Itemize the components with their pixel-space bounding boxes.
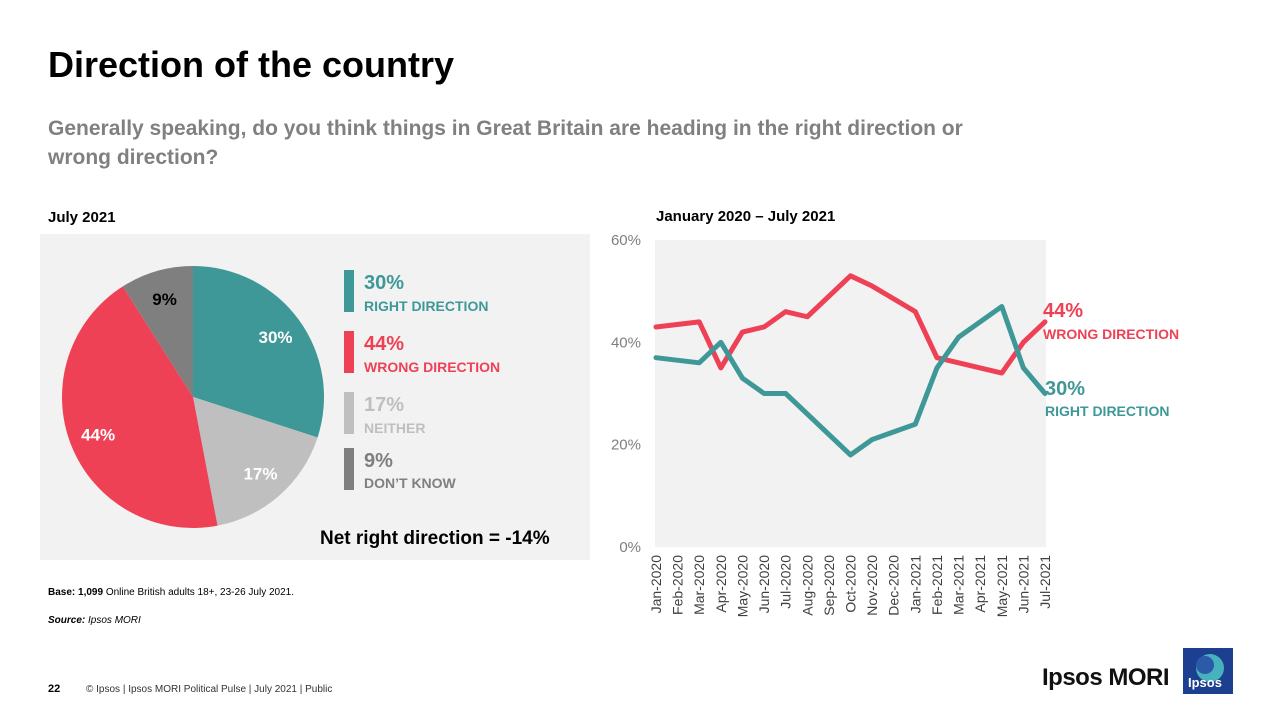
x-tick-label: May-2021: [994, 555, 1010, 617]
x-tick-label: Sep-2020: [821, 555, 837, 616]
line-end-name-wrong: WRONG DIRECTION: [1043, 326, 1180, 342]
legend-name-dont-know: DON’T KNOW: [364, 475, 456, 491]
pie-label-right: 30%: [259, 328, 293, 347]
x-tick-label: Mar-2020: [691, 555, 707, 615]
pie-label-wrong: 44%: [81, 426, 115, 445]
series-line-right-direction: [653, 304, 1048, 458]
pie-label-neither: 17%: [243, 465, 277, 484]
legend-pct-dont-know: 9%: [364, 450, 393, 472]
source-note-bold: Source:: [48, 615, 86, 626]
page-number: 22: [48, 683, 61, 695]
legend-swatch-dont-know: [344, 448, 354, 490]
x-tick-label: Aug-2020: [799, 555, 815, 616]
y-tick-label: 40%: [611, 334, 641, 351]
source-note: Source: Ipsos MORI: [48, 615, 141, 626]
line-plot-area: [655, 240, 1046, 547]
line-section-label: January 2020 – July 2021: [656, 208, 836, 225]
x-tick-label: Feb-2020: [670, 555, 686, 615]
y-tick-label: 0%: [619, 539, 641, 556]
x-tick-label: Apr-2021: [972, 555, 988, 613]
pie-section-label: July 2021: [48, 209, 116, 226]
pie-label-dont-know: 9%: [152, 290, 177, 309]
x-tick-label: May-2020: [734, 555, 750, 617]
x-tick-label: Mar-2021: [951, 555, 967, 615]
y-tick-label: 60%: [611, 232, 641, 249]
footer-text: © Ipsos | Ipsos MORI Political Pulse | J…: [86, 684, 333, 695]
pie-slice-wrong: [62, 286, 218, 528]
pie-panel: 30% 17% 44% 9% 30% RIGHT DIRECTION 44% WRON…: [40, 234, 590, 560]
line-end-pct-wrong: 44%: [1043, 300, 1084, 322]
page-title: Direction of the country: [48, 44, 455, 85]
base-note-bold: Base: 1,099: [48, 587, 104, 598]
x-tick-label: Jul-2021: [1037, 555, 1053, 609]
legend-swatch-wrong: [344, 331, 354, 373]
y-tick-label: 20%: [611, 437, 641, 454]
net-right-direction: Net right direction = -14%: [320, 528, 550, 549]
pie-slice-neither: [193, 397, 318, 526]
legend-name-wrong: WRONG DIRECTION: [364, 359, 501, 375]
brand-name: Ipsos MORI: [1042, 664, 1170, 691]
pie-chart: 30% 17% 44% 9%: [62, 266, 324, 528]
x-tick-label: Jan-2021: [907, 555, 923, 614]
legend-pct-wrong: 44%: [364, 333, 405, 355]
base-note: Base: 1,099 Online British adults 18+, 2…: [48, 587, 294, 598]
x-tick-label: Jun-2020: [756, 555, 772, 614]
legend-pct-neither: 17%: [364, 394, 405, 416]
line-chart: 0% 20% 40% 60% Jan-2020 Feb-2020 Mar-2020 Apr-2…: [611, 232, 1053, 617]
legend-name-neither: NEITHER: [364, 420, 426, 436]
x-tick-label: Jul-2020: [778, 555, 794, 609]
line-end-pct-right: 30%: [1045, 378, 1086, 400]
pie-slice-right: [193, 266, 324, 438]
legend-swatch-neither: [344, 392, 354, 434]
legend-pct-right: 30%: [364, 272, 405, 294]
page-subtitle: Generally speaking, do you think things …: [48, 117, 963, 169]
base-note-text: Online British adults 18+, 23-26 July 20…: [103, 587, 294, 598]
x-tick-label: Dec-2020: [886, 555, 902, 616]
x-tick-label: Jun-2021: [1015, 555, 1031, 614]
x-tick-label: Jan-2020: [648, 555, 664, 614]
logo-text: Ipsos: [1188, 675, 1222, 690]
x-tick-label: Apr-2020: [713, 555, 729, 613]
line-end-name-right: RIGHT DIRECTION: [1045, 403, 1170, 419]
ipsos-logo: Ipsos: [1183, 648, 1233, 694]
pie-slice-dont-know: [122, 266, 193, 397]
x-tick-label: Oct-2020: [843, 555, 859, 613]
legend-swatch-right: [344, 270, 354, 312]
legend-name-right: RIGHT DIRECTION: [364, 298, 489, 314]
x-tick-label: Nov-2020: [864, 555, 880, 616]
source-note-text: Ipsos MORI: [85, 615, 141, 626]
x-tick-label: Feb-2021: [929, 555, 945, 615]
